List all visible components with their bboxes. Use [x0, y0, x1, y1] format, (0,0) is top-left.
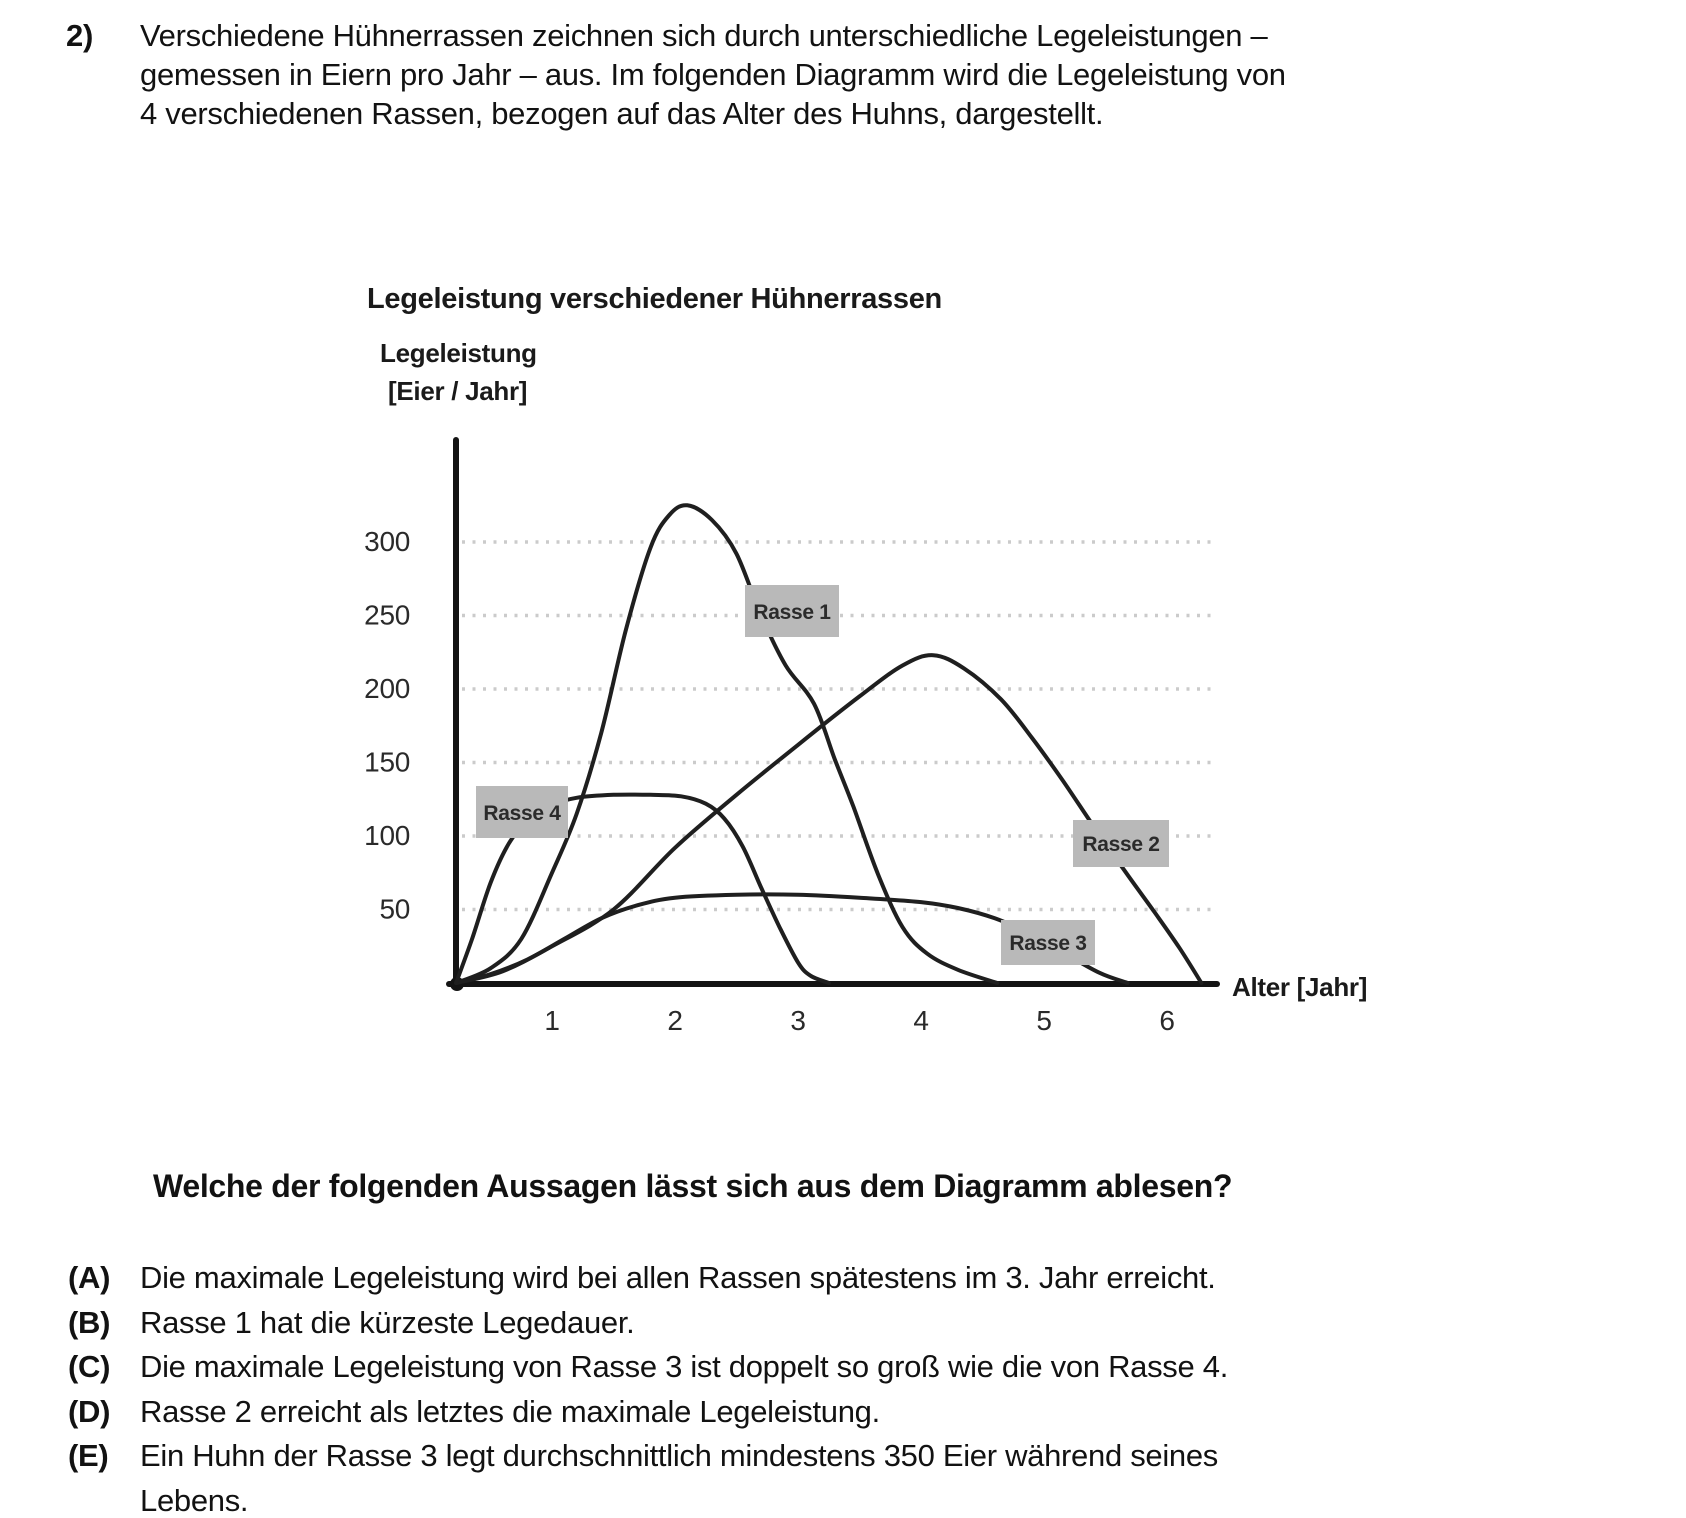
label-box — [1001, 920, 1095, 965]
y-axis-label-units: [Eier / Jahr] — [388, 376, 527, 406]
label-text: Rasse 1 — [753, 601, 831, 624]
label-box — [1073, 820, 1169, 867]
label-text: Rasse 3 — [1009, 932, 1086, 955]
x-tick-2: 2 — [667, 1005, 682, 1036]
series-label-rasse-4: Rasse 4 — [476, 786, 568, 838]
y-tick-200: 200 — [364, 673, 410, 704]
y-tick-100: 100 — [364, 820, 410, 851]
option-letter: (E) — [68, 1438, 109, 1473]
y-tick-300: 300 — [364, 526, 410, 557]
series-label-rasse-1: Rasse 1 — [745, 585, 839, 637]
x-axis-label: Alter [Jahr] — [1232, 972, 1367, 1002]
chart-title: Legeleistung verschiedener Hühnerrassen — [367, 283, 942, 315]
question-line: gemessen in Eiern pro Jahr – aus. Im fol… — [140, 57, 1286, 92]
answer-options: (A) Die maximale Legeleistung wird bei a… — [62, 1256, 1522, 1518]
option-b: (B) Rasse 1 hat die kürzeste Legedauer. — [62, 1301, 1522, 1346]
option-e: (E) Ein Huhn der Rasse 3 legt durchschni… — [62, 1434, 1522, 1479]
x-tick-3: 3 — [790, 1005, 805, 1036]
question-text: Verschiedene Hühnerrassen zeichnen sich … — [140, 16, 1620, 133]
x-tick-5: 5 — [1036, 1005, 1051, 1036]
y-tick-150: 150 — [364, 747, 410, 778]
question-line: Verschiedene Hühnerrassen zeichnen sich … — [140, 18, 1268, 53]
option-text: Rasse 1 hat die kürzeste Legedauer. — [140, 1304, 635, 1340]
option-e-continuation: Lebens. — [140, 1482, 249, 1518]
curve-rasse-1 — [454, 503, 1000, 985]
label-box — [745, 585, 839, 637]
option-c: (C) Die maximale Legeleistung von Rasse … — [62, 1345, 1522, 1390]
option-d: (D) Rasse 2 erreicht als letztes die max… — [62, 1390, 1522, 1435]
option-text: Rasse 2 erreicht als letztes die maximal… — [140, 1393, 880, 1429]
label-text: Rasse 4 — [483, 802, 561, 825]
option-text: Ein Huhn der Rasse 3 legt durchschnittli… — [140, 1438, 1219, 1473]
option-text: Die maximale Legeleistung von Rasse 3 is… — [140, 1349, 1229, 1384]
prompt-heading: Welche der folgenden Aussagen lässt sich… — [153, 1168, 1233, 1204]
curve-rasse-4 — [454, 792, 831, 985]
option-text: Die maximale Legeleistung wird bei allen… — [140, 1260, 1216, 1295]
x-tick-6: 6 — [1159, 1005, 1174, 1036]
y-tick-250: 250 — [364, 600, 410, 631]
option-letter: (B) — [68, 1304, 111, 1340]
question-number: 2) — [66, 18, 93, 53]
label-box — [476, 786, 568, 838]
label-text: Rasse 2 — [1082, 833, 1159, 856]
option-letter: (D) — [68, 1393, 111, 1429]
option-a: (A) Die maximale Legeleistung wird bei a… — [62, 1256, 1522, 1301]
curve-rasse-2 — [454, 653, 1204, 985]
series-label-rasse-2: Rasse 2 — [1073, 820, 1169, 867]
option-letter: (C) — [68, 1349, 111, 1384]
x-tick-1: 1 — [544, 1005, 559, 1036]
question-line: 4 verschiedenen Rassen, bezogen auf das … — [140, 96, 1104, 131]
option-letter: (A) — [68, 1260, 111, 1295]
y-axis-label: Legeleistung — [380, 338, 537, 368]
x-tick-4: 4 — [913, 1005, 928, 1036]
series-label-rasse-3: Rasse 3 — [1001, 920, 1095, 965]
y-tick-50: 50 — [379, 894, 410, 925]
